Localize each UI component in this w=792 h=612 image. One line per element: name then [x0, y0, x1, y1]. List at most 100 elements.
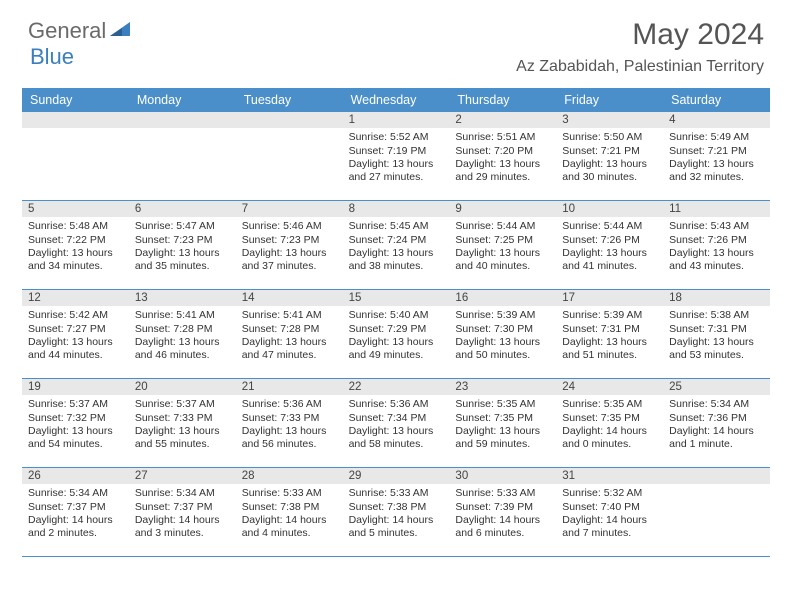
- calendar-day: 3 Sunrise: 5:50 AMSunset: 7:21 PMDaylight…: [556, 112, 663, 200]
- sun-info: Sunrise: 5:35 AMSunset: 7:35 PMDaylight:…: [562, 398, 657, 451]
- brand-part1: General: [28, 18, 106, 44]
- day-number: 14: [236, 290, 343, 306]
- location-label: Az Zababidah, Palestinian Territory: [516, 58, 764, 76]
- sun-info: Sunrise: 5:39 AMSunset: 7:30 PMDaylight:…: [455, 309, 550, 362]
- sun-info: Sunrise: 5:47 AMSunset: 7:23 PMDaylight:…: [135, 220, 230, 273]
- calendar-day: 2 Sunrise: 5:51 AMSunset: 7:20 PMDaylight…: [449, 112, 556, 200]
- calendar-day: 5 Sunrise: 5:48 AMSunset: 7:22 PMDaylight…: [22, 201, 129, 289]
- calendar-day: 22 Sunrise: 5:36 AMSunset: 7:34 PMDayligh…: [343, 379, 450, 467]
- day-number: 26: [22, 468, 129, 484]
- calendar-empty: [129, 112, 236, 200]
- day-number: 10: [556, 201, 663, 217]
- day-number: 18: [663, 290, 770, 306]
- calendar-day: 24 Sunrise: 5:35 AMSunset: 7:35 PMDayligh…: [556, 379, 663, 467]
- sun-info: Sunrise: 5:50 AMSunset: 7:21 PMDaylight:…: [562, 131, 657, 184]
- weekday-header: Friday: [556, 88, 663, 112]
- day-number: 17: [556, 290, 663, 306]
- day-number: 22: [343, 379, 450, 395]
- day-number: 23: [449, 379, 556, 395]
- day-number: 30: [449, 468, 556, 484]
- sun-info: Sunrise: 5:43 AMSunset: 7:26 PMDaylight:…: [669, 220, 764, 273]
- calendar-day: 8Sunrise: 5:45 AMSunset: 7:24 PMDaylight…: [343, 201, 450, 289]
- sun-info: Sunrise: 5:37 AMSunset: 7:32 PMDaylight:…: [28, 398, 123, 451]
- calendar-empty: [22, 112, 129, 200]
- day-number: 25: [663, 379, 770, 395]
- calendar-day: 28Sunrise: 5:33 AMSunset: 7:38 PMDayligh…: [236, 468, 343, 556]
- calendar-day: 6 Sunrise: 5:47 AMSunset: 7:23 PMDaylight…: [129, 201, 236, 289]
- sun-info: Sunrise: 5:33 AMSunset: 7:38 PMDaylight:…: [349, 487, 444, 540]
- brand-triangle-icon: [110, 20, 132, 43]
- day-number: 21: [236, 379, 343, 395]
- day-number-empty: [22, 112, 129, 128]
- day-number: 2: [449, 112, 556, 128]
- calendar-week: 19 Sunrise: 5:37 AMSunset: 7:32 PMDayligh…: [22, 379, 770, 468]
- calendar-week: 26 Sunrise: 5:34 AMSunset: 7:37 PMDayligh…: [22, 468, 770, 557]
- weekday-header: Monday: [129, 88, 236, 112]
- sun-info: Sunrise: 5:46 AMSunset: 7:23 PMDaylight:…: [242, 220, 337, 273]
- calendar-day: 10 Sunrise: 5:44 AMSunset: 7:26 PMDayligh…: [556, 201, 663, 289]
- weekday-header-row: SundayMondayTuesdayWednesdayThursdayFrid…: [22, 88, 770, 112]
- title-block: May 2024 Az Zababidah, Palestinian Terri…: [516, 18, 764, 76]
- sun-info: Sunrise: 5:36 AMSunset: 7:33 PMDaylight:…: [242, 398, 337, 451]
- calendar-day: 29 Sunrise: 5:33 AMSunset: 7:38 PMDayligh…: [343, 468, 450, 556]
- sun-info: Sunrise: 5:34 AMSunset: 7:37 PMDaylight:…: [28, 487, 123, 540]
- calendar-empty: [236, 112, 343, 200]
- calendar-day: 16 Sunrise: 5:39 AMSunset: 7:30 PMDayligh…: [449, 290, 556, 378]
- day-number: 9: [449, 201, 556, 217]
- calendar: SundayMondayTuesdayWednesdayThursdayFrid…: [0, 80, 792, 557]
- day-number: 28: [236, 468, 343, 484]
- sun-info: Sunrise: 5:33 AMSunset: 7:39 PMDaylight:…: [455, 487, 550, 540]
- day-number-empty: [129, 112, 236, 128]
- calendar-day: 13Sunrise: 5:41 AMSunset: 7:28 PMDayligh…: [129, 290, 236, 378]
- day-number: 27: [129, 468, 236, 484]
- calendar-day: 20Sunrise: 5:37 AMSunset: 7:33 PMDayligh…: [129, 379, 236, 467]
- sun-info: Sunrise: 5:37 AMSunset: 7:33 PMDaylight:…: [135, 398, 230, 451]
- sun-info: Sunrise: 5:42 AMSunset: 7:27 PMDaylight:…: [28, 309, 123, 362]
- calendar-empty: [663, 468, 770, 556]
- calendar-day: 17Sunrise: 5:39 AMSunset: 7:31 PMDayligh…: [556, 290, 663, 378]
- day-number: 29: [343, 468, 450, 484]
- day-number-empty: [236, 112, 343, 128]
- calendar-day: 21 Sunrise: 5:36 AMSunset: 7:33 PMDayligh…: [236, 379, 343, 467]
- sun-info: Sunrise: 5:40 AMSunset: 7:29 PMDaylight:…: [349, 309, 444, 362]
- sun-info: Sunrise: 5:44 AMSunset: 7:26 PMDaylight:…: [562, 220, 657, 273]
- calendar-day: 31Sunrise: 5:32 AMSunset: 7:40 PMDayligh…: [556, 468, 663, 556]
- weekday-header: Wednesday: [343, 88, 450, 112]
- sun-info: Sunrise: 5:34 AMSunset: 7:36 PMDaylight:…: [669, 398, 764, 451]
- calendar-day: 11Sunrise: 5:43 AMSunset: 7:26 PMDayligh…: [663, 201, 770, 289]
- day-number: 6: [129, 201, 236, 217]
- sun-info: Sunrise: 5:45 AMSunset: 7:24 PMDaylight:…: [349, 220, 444, 273]
- calendar-day: 4Sunrise: 5:49 AMSunset: 7:21 PMDaylight…: [663, 112, 770, 200]
- sun-info: Sunrise: 5:36 AMSunset: 7:34 PMDaylight:…: [349, 398, 444, 451]
- calendar-week: 12 Sunrise: 5:42 AMSunset: 7:27 PMDayligh…: [22, 290, 770, 379]
- day-number: 4: [663, 112, 770, 128]
- day-number: 3: [556, 112, 663, 128]
- weekday-header: Tuesday: [236, 88, 343, 112]
- calendar-day: 12 Sunrise: 5:42 AMSunset: 7:27 PMDayligh…: [22, 290, 129, 378]
- day-number: 12: [22, 290, 129, 306]
- day-number: 16: [449, 290, 556, 306]
- day-number: 24: [556, 379, 663, 395]
- calendar-week: 1Sunrise: 5:52 AMSunset: 7:19 PMDaylight…: [22, 112, 770, 201]
- sun-info: Sunrise: 5:35 AMSunset: 7:35 PMDaylight:…: [455, 398, 550, 451]
- day-number: 5: [22, 201, 129, 217]
- sun-info: Sunrise: 5:51 AMSunset: 7:20 PMDaylight:…: [455, 131, 550, 184]
- sun-info: Sunrise: 5:41 AMSunset: 7:28 PMDaylight:…: [242, 309, 337, 362]
- calendar-day: 26 Sunrise: 5:34 AMSunset: 7:37 PMDayligh…: [22, 468, 129, 556]
- brand-logo: General: [28, 18, 134, 44]
- day-number-empty: [663, 468, 770, 484]
- calendar-day: 7Sunrise: 5:46 AMSunset: 7:23 PMDaylight…: [236, 201, 343, 289]
- page-header: General May 2024 Az Zababidah, Palestini…: [0, 0, 792, 80]
- calendar-day: 19 Sunrise: 5:37 AMSunset: 7:32 PMDayligh…: [22, 379, 129, 467]
- calendar-day: 14 Sunrise: 5:41 AMSunset: 7:28 PMDayligh…: [236, 290, 343, 378]
- sun-info: Sunrise: 5:48 AMSunset: 7:22 PMDaylight:…: [28, 220, 123, 273]
- sun-info: Sunrise: 5:44 AMSunset: 7:25 PMDaylight:…: [455, 220, 550, 273]
- calendar-day: 1Sunrise: 5:52 AMSunset: 7:19 PMDaylight…: [343, 112, 450, 200]
- sun-info: Sunrise: 5:34 AMSunset: 7:37 PMDaylight:…: [135, 487, 230, 540]
- calendar-day: 18 Sunrise: 5:38 AMSunset: 7:31 PMDayligh…: [663, 290, 770, 378]
- brand-part2: Blue: [30, 44, 74, 69]
- sun-info: Sunrise: 5:38 AMSunset: 7:31 PMDaylight:…: [669, 309, 764, 362]
- day-number: 1: [343, 112, 450, 128]
- calendar-day: 23 Sunrise: 5:35 AMSunset: 7:35 PMDayligh…: [449, 379, 556, 467]
- day-number: 19: [22, 379, 129, 395]
